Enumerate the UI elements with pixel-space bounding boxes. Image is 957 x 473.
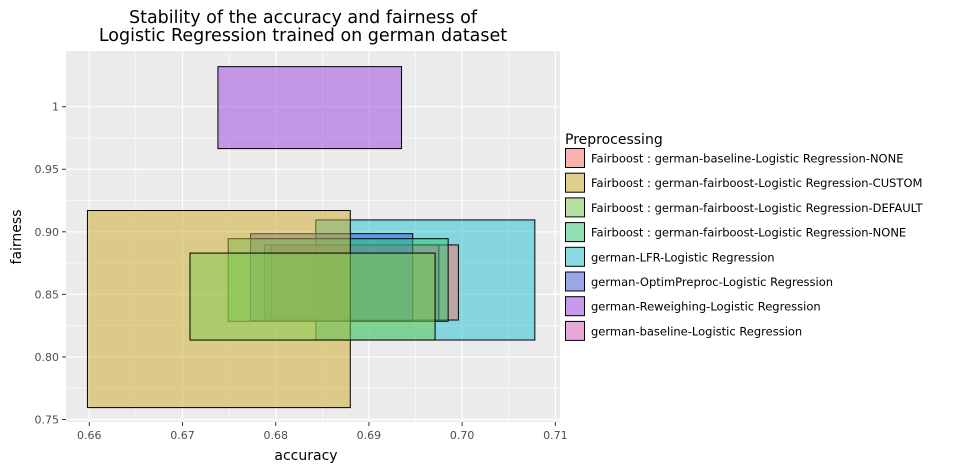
legend-key-swatch (565, 222, 585, 243)
x-tick-label: 0.70 (450, 429, 475, 442)
legend-item-label: Fairboost : german-fairboost-Logistic Re… (591, 226, 906, 240)
y-tick-label: 0.85 (35, 288, 60, 301)
y-tick-label: 0.80 (35, 351, 60, 364)
data-rect-3 (189, 252, 436, 341)
x-axis-ticks: 0.66 0.67 0.68 0.69 0.70 0.71 (77, 422, 568, 442)
legend-item-label: Fairboost : german-fairboost-Logistic Re… (591, 201, 923, 215)
y-tick-label: 0.95 (35, 163, 60, 176)
legend-title: Preprocessing (565, 132, 663, 148)
y-tick-label: 0.75 (35, 413, 60, 426)
chart-title-line-1: Stability of the accuracy and fairness o… (129, 8, 478, 28)
x-tick-label: 0.68 (263, 429, 288, 442)
y-tick-label: 1 (52, 101, 59, 114)
data-rectangles (86, 66, 536, 409)
legend-item-label: german-OptimPreproc-Logistic Regression (591, 275, 833, 289)
y-axis-title: fairness (9, 210, 25, 265)
legend-key-swatch (565, 197, 585, 218)
legend-key-swatch (565, 148, 585, 168)
legend-item-label: Fairboost : german-fairboost-Logistic Re… (591, 176, 922, 190)
y-tick-label: 0.90 (35, 226, 60, 239)
legend-key-swatch (565, 172, 585, 193)
data-rect-7 (217, 66, 403, 150)
legend: Preprocessing Fairboost : german-baselin… (565, 132, 923, 341)
legend-key-swatch (565, 296, 585, 317)
chart-title-line-2: Logistic Regression trained on german da… (99, 26, 507, 46)
legend-item-label: german-baseline-Logistic Regression (591, 324, 802, 338)
legend-item-label: german-Reweighing-Logistic Regression (591, 300, 821, 314)
legend-key-swatch (565, 271, 585, 292)
x-tick-label: 0.66 (77, 429, 102, 442)
y-axis-ticks: 0.75 0.80 0.85 0.90 0.95 1 (35, 101, 66, 426)
x-tick-label: 0.67 (170, 429, 195, 442)
chart-title: Stability of the accuracy and fairness o… (99, 8, 507, 46)
legend-item-label: german-LFR-Logistic Regression (591, 250, 775, 264)
x-tick-label: 0.69 (357, 429, 382, 442)
x-tick-label: 0.71 (543, 429, 568, 442)
legend-key-swatch (565, 246, 585, 267)
legend-item-label: Fairboost : german-baseline-Logistic Reg… (591, 152, 903, 166)
x-axis-title: accuracy (274, 448, 337, 464)
legend-key-swatch (565, 320, 585, 341)
